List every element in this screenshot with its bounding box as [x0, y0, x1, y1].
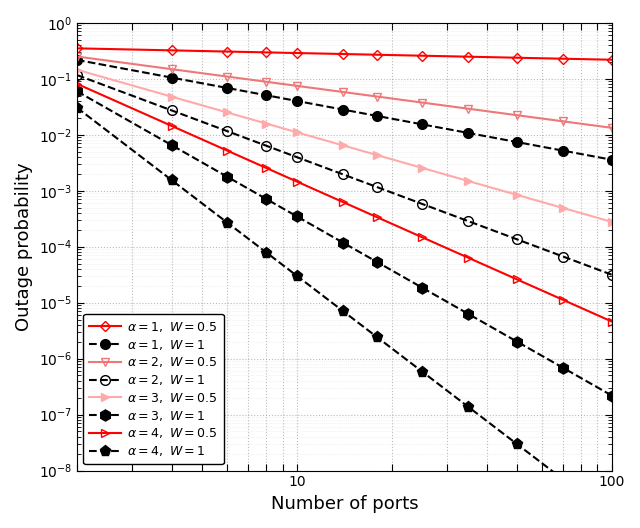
Legend: $\alpha=1,\ W=0.5$, $\alpha=1,\ W=1$, $\alpha=2,\ W=0.5$, $\alpha=2,\ W=1$, $\al: $\alpha=1,\ W=0.5$, $\alpha=1,\ W=1$, $\…: [83, 314, 223, 464]
X-axis label: Number of ports: Number of ports: [271, 495, 418, 513]
Y-axis label: Outage probability: Outage probability: [15, 163, 33, 331]
